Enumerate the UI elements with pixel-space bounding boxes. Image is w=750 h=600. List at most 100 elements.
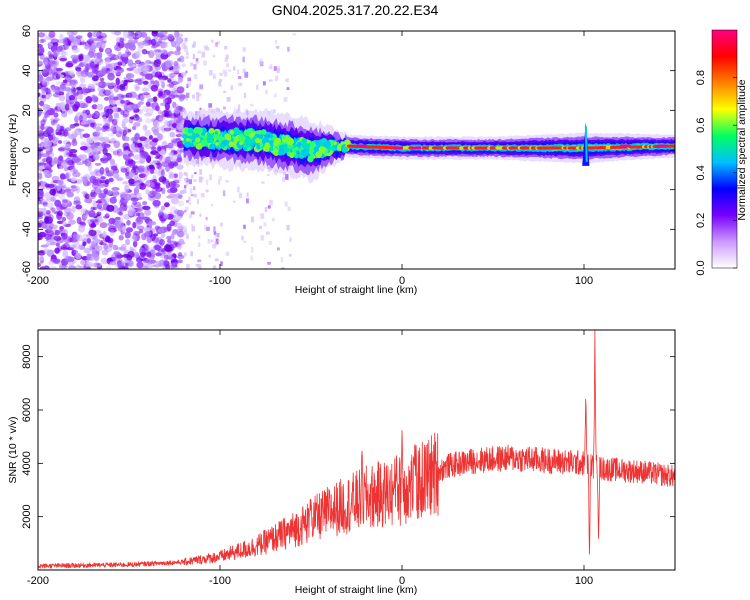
noise-blob bbox=[104, 167, 110, 173]
noise-speck bbox=[203, 46, 208, 51]
noise-blob bbox=[157, 249, 163, 253]
noise-speck bbox=[242, 56, 245, 63]
noise-speck bbox=[185, 179, 190, 183]
signal-hotspot bbox=[315, 139, 321, 146]
noise-speck bbox=[277, 247, 280, 251]
noise-speck bbox=[199, 169, 202, 175]
noise-blob bbox=[50, 207, 56, 212]
noise-blob bbox=[50, 134, 56, 141]
noise-blob bbox=[87, 119, 92, 125]
noise-blob bbox=[145, 107, 154, 116]
noise-blob bbox=[45, 210, 51, 215]
noise-speck bbox=[288, 254, 292, 257]
noise-blob bbox=[75, 35, 83, 40]
noise-speck bbox=[188, 202, 192, 205]
spectrogram-y-label: Frequency (Hz) bbox=[7, 114, 19, 186]
noise-blob bbox=[126, 220, 131, 226]
noise-blob bbox=[38, 199, 42, 205]
noise-blob bbox=[56, 124, 61, 130]
noise-blob bbox=[120, 109, 125, 116]
noise-blob bbox=[158, 155, 166, 163]
noise-blob bbox=[176, 157, 183, 163]
noise-blob bbox=[84, 210, 90, 215]
noise-blob bbox=[70, 54, 79, 60]
spectrogram-signal-band bbox=[182, 106, 675, 184]
noise-blob bbox=[44, 198, 53, 202]
noise-blob bbox=[113, 140, 121, 149]
noise-blob bbox=[171, 101, 177, 109]
signal-hotspot bbox=[307, 155, 314, 163]
noise-blob bbox=[125, 238, 131, 246]
noise-blob bbox=[135, 165, 144, 174]
noise-blob bbox=[142, 39, 150, 47]
noise-speck bbox=[201, 51, 206, 58]
noise-blob bbox=[58, 155, 64, 162]
noise-speck bbox=[192, 41, 197, 47]
noise-blob bbox=[141, 87, 150, 92]
noise-speck bbox=[274, 40, 278, 44]
noise-speck bbox=[225, 251, 230, 256]
noise-blob bbox=[82, 54, 89, 63]
noise-blob bbox=[177, 76, 184, 83]
noise-blob bbox=[94, 245, 103, 252]
noise-speck bbox=[188, 214, 193, 219]
noise-blob bbox=[139, 179, 144, 184]
noise-blob bbox=[59, 51, 69, 57]
noise-blob bbox=[46, 183, 55, 188]
noise-blob bbox=[47, 74, 55, 81]
noise-blob bbox=[91, 113, 97, 117]
noise-blob bbox=[133, 154, 141, 160]
noise-blob bbox=[81, 160, 89, 165]
signal-hotspot bbox=[184, 140, 191, 148]
signal-peak bbox=[392, 146, 403, 150]
noise-blob bbox=[87, 199, 92, 204]
noise-speck bbox=[274, 75, 279, 81]
noise-speck bbox=[197, 259, 202, 263]
noise-blob bbox=[155, 252, 162, 257]
noise-blob bbox=[98, 192, 107, 199]
noise-blob bbox=[138, 101, 144, 105]
noise-blob bbox=[76, 162, 84, 166]
noise-blob bbox=[63, 163, 69, 168]
noise-blob bbox=[39, 197, 45, 203]
noise-blob bbox=[104, 89, 113, 94]
noise-blob bbox=[157, 109, 162, 115]
noise-blob bbox=[68, 95, 76, 101]
spectrogram-x-tick-label: -200 bbox=[27, 275, 49, 287]
noise-blob bbox=[38, 250, 46, 256]
noise-blob bbox=[94, 168, 100, 173]
signal-hotspot bbox=[264, 142, 270, 148]
noise-blob bbox=[104, 58, 110, 67]
noise-blob bbox=[137, 142, 143, 148]
noise-speck bbox=[198, 176, 203, 183]
colorbar-tick-label: 0.2 bbox=[695, 213, 707, 228]
noise-speck bbox=[194, 172, 197, 175]
noise-blob bbox=[48, 31, 56, 38]
snr-series-line bbox=[38, 330, 675, 569]
noise-blob bbox=[153, 130, 159, 136]
noise-speck bbox=[217, 239, 220, 242]
noise-blob bbox=[102, 116, 107, 124]
noise-blob bbox=[72, 169, 79, 173]
noise-blob bbox=[106, 265, 112, 269]
noise-blob bbox=[86, 246, 93, 254]
noise-blob bbox=[123, 126, 129, 135]
noise-speck bbox=[213, 54, 216, 58]
noise-blob bbox=[49, 232, 57, 240]
snr-y-ticks: 2000 4000 6000 8000 bbox=[21, 344, 675, 529]
noise-blob bbox=[67, 135, 73, 140]
noise-blob bbox=[124, 172, 130, 176]
noise-speck bbox=[269, 199, 273, 206]
noise-blob bbox=[41, 222, 50, 229]
noise-blob bbox=[167, 238, 172, 244]
noise-blob bbox=[149, 164, 155, 170]
noise-blob bbox=[121, 225, 127, 233]
noise-speck bbox=[208, 103, 213, 108]
noise-blob bbox=[86, 253, 92, 261]
noise-blob bbox=[51, 210, 59, 214]
noise-speck bbox=[197, 235, 201, 239]
noise-blob bbox=[40, 68, 48, 74]
noise-speck bbox=[256, 84, 259, 90]
noise-blob bbox=[65, 150, 70, 156]
noise-blob bbox=[168, 262, 176, 269]
